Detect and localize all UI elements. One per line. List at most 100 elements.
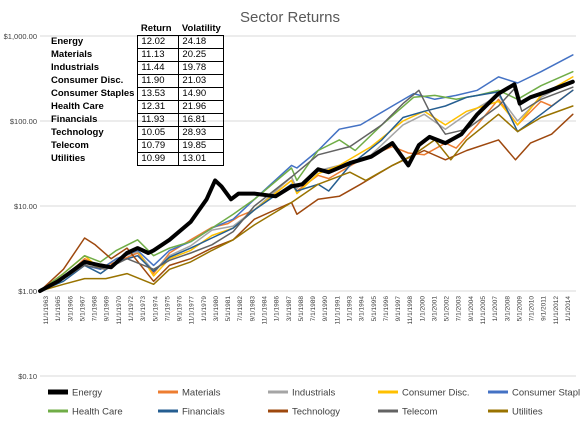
x-tick-label: 9/1/2011 <box>541 296 548 321</box>
x-tick-label: 1/1/1965 <box>55 296 62 322</box>
stats-table-row: Health Care 12.31 21.96 <box>48 100 225 114</box>
legend: Energy Materials Industrials Consumer Disc.… <box>48 388 580 418</box>
x-tick-label: 7/1/1968 <box>92 296 99 322</box>
stats-table: Return Volatility Energy 12.02 24.18 Materi… <box>48 23 225 166</box>
x-tick-label: 9/1/1976 <box>177 296 184 322</box>
stats-table-row: Industrials 11.44 19.78 <box>48 61 225 75</box>
x-tick-label: 1/1/1986 <box>274 296 281 322</box>
x-tick-label: 7/1/1982 <box>237 296 244 322</box>
stats-table-body: Energy 12.02 24.18 Materials 11.13 20.25 Indus… <box>48 35 225 166</box>
stats-table-row: Technology 10.05 28.93 <box>48 126 225 140</box>
stats-table-volatility-value: 28.93 <box>178 126 225 140</box>
legend-label: Energy <box>72 388 102 399</box>
stats-table-return-value: 10.99 <box>137 152 180 166</box>
stats-table-volatility-value: 21.03 <box>178 74 225 88</box>
stats-table-header-name <box>48 23 138 36</box>
x-tick-label: 9/1/1997 <box>395 296 402 322</box>
stats-table-sector-name: Telecom <box>51 140 89 151</box>
stats-table-volatility-value: 24.18 <box>178 35 225 49</box>
x-tick-label: 7/1/2003 <box>456 296 463 322</box>
y-tick-label: $0.10 <box>18 372 37 381</box>
x-tick-label: 5/1/2009 <box>516 296 523 322</box>
legend-label: Financials <box>182 407 225 418</box>
x-tick-label: 9/1/1990 <box>322 296 329 322</box>
y-tick-label: $1.00 <box>18 287 37 296</box>
stats-table-volatility-value: 19.85 <box>178 139 225 153</box>
x-tick-label: 3/1/2008 <box>504 296 511 322</box>
stats-table-row: Utilities 10.99 13.01 <box>48 152 225 166</box>
x-tick-label: 11/1/1970 <box>116 296 123 325</box>
x-tick-label: 5/1/1995 <box>371 296 378 322</box>
x-tick-label: 5/1/1988 <box>298 296 305 322</box>
legend-label: Telecom <box>402 407 437 418</box>
x-tick-label: 3/1/1980 <box>213 296 220 322</box>
x-tick-label: 11/1/1963 <box>43 296 50 325</box>
stats-table-sector-name: Health Care <box>51 101 104 112</box>
x-tick-label: 1/1/2007 <box>492 296 499 322</box>
stats-table-return-value: 13.53 <box>137 87 180 101</box>
x-tick-label: 5/1/1974 <box>152 296 159 322</box>
stats-table-sector-name: Consumer Staples <box>51 88 135 99</box>
stats-table-return-value: 11.93 <box>137 113 180 127</box>
stats-table-sector-name: Financials <box>51 114 98 125</box>
x-axis-tick-labels: 11/1/1963 1/1/1965 3/1/1966 5/1/1967 7/1/196… <box>43 296 572 325</box>
stats-table-return-value: 12.02 <box>137 35 180 49</box>
stats-table-row: Telecom 10.79 19.85 <box>48 139 225 153</box>
legend-label: Health Care <box>72 407 123 418</box>
stats-table-sector-name: Consumer Disc. <box>51 75 124 86</box>
x-tick-label: 9/1/2004 <box>468 296 475 322</box>
stats-table-header-volatility: Volatility <box>181 23 221 34</box>
legend-label: Industrials <box>292 388 336 399</box>
stats-table-volatility-value: 20.25 <box>178 48 225 62</box>
stats-table-volatility-value: 16.81 <box>178 113 225 127</box>
x-tick-label: 3/1/2001 <box>431 296 438 322</box>
x-tick-label: 9/1/1969 <box>104 296 111 322</box>
stats-table-row: Energy 12.02 24.18 <box>48 35 225 49</box>
stats-table-header-row: Return Volatility <box>48 23 224 36</box>
stats-table-return-value: 10.79 <box>137 139 180 153</box>
x-tick-label: 7/1/1975 <box>164 296 171 322</box>
stats-table-return-value: 11.13 <box>137 48 180 62</box>
stats-table-return-value: 11.90 <box>137 74 180 88</box>
stats-table-volatility-value: 21.96 <box>178 100 225 114</box>
x-tick-label: 11/1/2012 <box>553 296 560 325</box>
x-tick-label: 5/1/2002 <box>444 296 451 322</box>
x-tick-label: 7/1/2010 <box>529 296 536 322</box>
x-tick-label: 11/1/2005 <box>480 296 487 325</box>
legend-label: Technology <box>292 407 340 418</box>
stats-table-return-value: 12.31 <box>137 100 180 114</box>
y-tick-label: $1,000.00 <box>4 32 37 41</box>
x-tick-label: 7/1/1996 <box>383 296 390 322</box>
series-line-technology <box>39 113 574 292</box>
x-tick-label: 3/1/1994 <box>359 296 366 322</box>
legend-label: Utilities <box>512 407 543 418</box>
x-tick-label: 5/1/1981 <box>225 296 232 322</box>
series-line-energy <box>38 79 575 293</box>
legend-label: Consumer Staples <box>512 388 580 399</box>
x-tick-label: 3/1/1973 <box>140 296 147 322</box>
stats-table-row: Consumer Disc. 11.90 21.03 <box>48 74 225 88</box>
series-line-telecom <box>39 86 574 292</box>
stats-table-sector-name: Technology <box>51 127 104 138</box>
stats-table-return-value: 11.44 <box>137 61 180 75</box>
x-tick-label: 1/1/2014 <box>565 296 572 322</box>
x-tick-label: 11/1/1991 <box>334 296 341 325</box>
stats-table-return-value: 10.05 <box>137 126 180 140</box>
legend-label: Materials <box>182 388 221 399</box>
x-tick-label: 11/1/1977 <box>189 296 196 325</box>
x-tick-label: 1/1/1972 <box>128 296 135 322</box>
stats-table-header-return: Return <box>140 23 172 34</box>
y-axis-tick-labels: $0.10 $1.00 $10.00 $100.00 $1,000.00 <box>4 32 37 381</box>
chart-title: Sector Returns <box>240 9 340 26</box>
stats-table-sector-name: Industrials <box>51 62 100 73</box>
x-tick-label: 7/1/1989 <box>310 296 317 322</box>
stats-table-sector-name: Utilities <box>51 153 86 164</box>
x-tick-label: 3/1/1966 <box>67 296 74 322</box>
stats-table-volatility-value: 19.78 <box>178 61 225 75</box>
x-tick-label: 1/1/1979 <box>201 296 208 322</box>
series-line-utilities <box>39 105 574 292</box>
y-tick-label: $10.00 <box>14 202 37 211</box>
stats-table-sector-name: Energy <box>51 36 84 47</box>
